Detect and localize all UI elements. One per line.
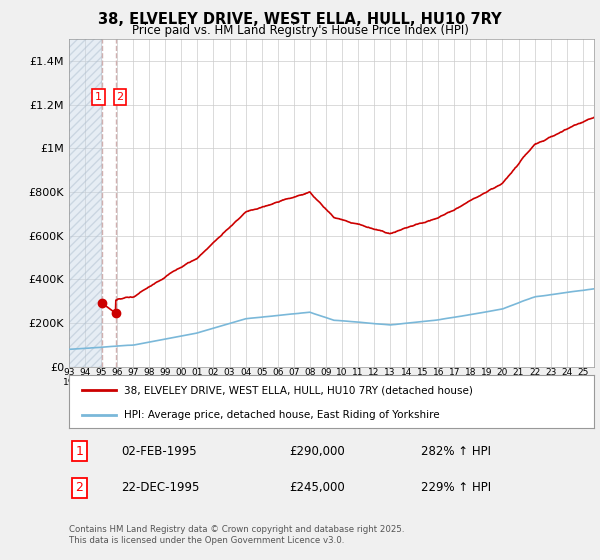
Text: £290,000: £290,000 [290, 445, 345, 458]
Text: 38, ELVELEY DRIVE, WEST ELLA, HULL, HU10 7RY: 38, ELVELEY DRIVE, WEST ELLA, HULL, HU10… [98, 12, 502, 27]
Text: 229% ↑ HPI: 229% ↑ HPI [421, 481, 491, 494]
Text: £245,000: £245,000 [290, 481, 345, 494]
Text: 2: 2 [76, 481, 83, 494]
Text: 2: 2 [116, 92, 124, 102]
Text: Price paid vs. HM Land Registry's House Price Index (HPI): Price paid vs. HM Land Registry's House … [131, 24, 469, 36]
Text: 22-DEC-1995: 22-DEC-1995 [121, 481, 200, 494]
Text: 1: 1 [95, 92, 102, 102]
Text: 282% ↑ HPI: 282% ↑ HPI [421, 445, 491, 458]
Text: Contains HM Land Registry data © Crown copyright and database right 2025.
This d: Contains HM Land Registry data © Crown c… [69, 525, 404, 545]
Text: HPI: Average price, detached house, East Riding of Yorkshire: HPI: Average price, detached house, East… [124, 410, 440, 420]
Text: 1: 1 [76, 445, 83, 458]
Bar [69, 39, 103, 367]
Text: 38, ELVELEY DRIVE, WEST ELLA, HULL, HU10 7RY (detached house): 38, ELVELEY DRIVE, WEST ELLA, HULL, HU10… [124, 385, 473, 395]
Text: 02-FEB-1995: 02-FEB-1995 [121, 445, 197, 458]
